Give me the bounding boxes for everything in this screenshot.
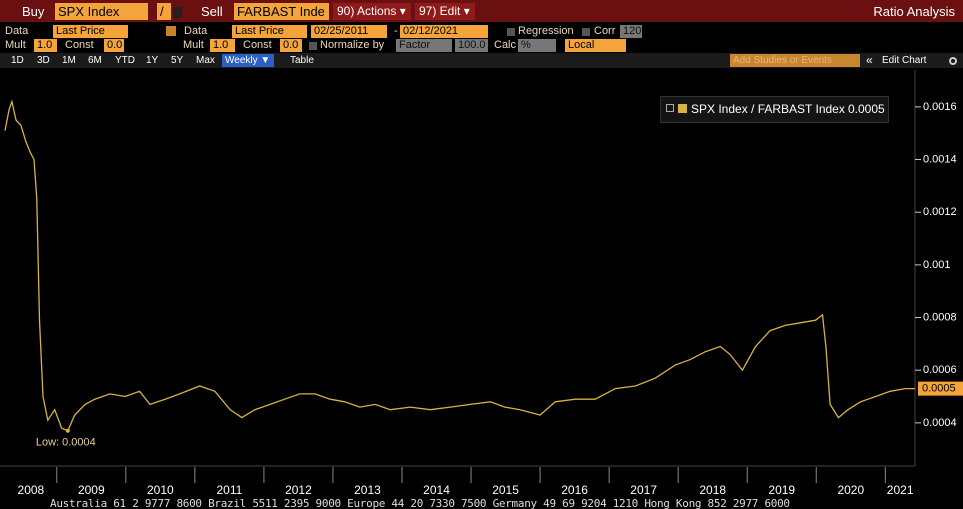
last-value-box: [918, 381, 963, 396]
mult-field[interactable]: 1.0: [34, 39, 57, 52]
x-tick-label: 2011: [216, 483, 242, 497]
x-tick-label: 2019: [768, 483, 795, 497]
operator[interactable]: /: [157, 3, 171, 20]
y-tick-label: 0.0006: [923, 364, 957, 376]
x-tick-label: 2010: [147, 483, 174, 497]
currency[interactable]: Local: [565, 39, 626, 52]
x-tick-label: 2015: [492, 483, 519, 497]
screen-title: Ratio Analysis: [873, 4, 955, 19]
corr-label: Corr: [594, 25, 616, 37]
y-tick-label: 0.001: [923, 259, 951, 271]
y-tick-label: 0.0014: [923, 153, 957, 165]
y-tick-label: 0.0016: [923, 101, 957, 113]
collapse-button[interactable]: «: [866, 53, 873, 67]
period-button[interactable]: 1D: [11, 55, 24, 66]
checkbox[interactable]: [582, 28, 590, 36]
x-tick-label: 2014: [423, 483, 450, 497]
settings-icon[interactable]: [949, 57, 957, 65]
y-tick-label: 0.0008: [923, 311, 957, 323]
series-line: [4, 99, 915, 432]
footer: Australia 61 2 9777 8600 Brazil 5511 239…: [50, 497, 790, 509]
period-button[interactable]: 3D: [37, 55, 50, 66]
period-button[interactable]: 1Y: [146, 55, 159, 66]
legend-value: 0.0005: [848, 102, 885, 116]
normalize-label: Normalize by: [320, 39, 385, 51]
operator-dropdown[interactable]: [173, 7, 182, 18]
low-annotation: Low: 0.0004: [36, 437, 96, 449]
data-field[interactable]: Last Price: [53, 25, 128, 38]
period-button[interactable]: YTD: [115, 55, 135, 66]
table-button[interactable]: Table: [290, 55, 314, 66]
legend-swatch: [678, 104, 687, 113]
legend-expand[interactable]: [666, 104, 674, 112]
sell-label: Sell: [201, 4, 223, 19]
calc-label: Calc: [494, 39, 517, 51]
low-marker: [65, 428, 70, 433]
start-date[interactable]: 02/25/2011: [311, 25, 387, 38]
sell-security[interactable]: FARBAST Inde: [234, 3, 329, 20]
last-value-label: 0.0005: [922, 383, 956, 395]
corr-window[interactable]: 120: [620, 25, 642, 38]
period-button[interactable]: 1M: [62, 55, 76, 66]
period-button[interactable]: Max: [196, 55, 215, 66]
legend-label: SPX Index / FARBAST Index: [691, 102, 845, 116]
checkbox[interactable]: [507, 28, 515, 36]
regression-label: Regression: [518, 25, 574, 37]
x-tick-label: 2009: [78, 483, 105, 497]
x-tick-label: 2016: [561, 483, 588, 497]
mult-field[interactable]: 1.0: [210, 39, 235, 52]
x-tick-label: 2021: [887, 483, 914, 497]
const-field[interactable]: 0.0: [280, 39, 302, 52]
edit-menu[interactable]: 97) Edit ▾: [415, 3, 475, 20]
buy-security[interactable]: SPX Index: [55, 3, 148, 20]
const-label: Const: [65, 39, 94, 51]
const-label: Const: [243, 39, 272, 51]
end-date[interactable]: 02/12/2021: [400, 25, 488, 38]
x-tick-label: 2008: [18, 483, 45, 497]
data-label: Data: [5, 25, 29, 37]
swap-icon[interactable]: [166, 26, 176, 36]
normalize-mode[interactable]: Factor: [396, 39, 452, 52]
data-label: Data: [184, 25, 208, 37]
period-button[interactable]: 6M: [88, 55, 102, 66]
frequency-button[interactable]: Weekly ▼: [222, 54, 274, 67]
edit-chart-button[interactable]: Edit Chart: [882, 55, 927, 66]
calc-mode[interactable]: %: [518, 39, 556, 52]
normalize-value[interactable]: 100.0: [455, 39, 488, 52]
x-tick-label: 2012: [285, 483, 312, 497]
y-tick-label: 0.0012: [923, 206, 957, 218]
buy-label: Buy: [22, 4, 45, 19]
mult-label: Mult: [5, 39, 26, 51]
data-field[interactable]: Last Price: [232, 25, 307, 38]
x-tick-label: 2020: [837, 483, 864, 497]
checkbox[interactable]: [309, 42, 317, 50]
x-tick-label: 2017: [630, 483, 657, 497]
mult-label: Mult: [183, 39, 204, 51]
y-tick-label: 0.0004: [923, 417, 957, 429]
studies-input[interactable]: Add Studies or Events: [730, 54, 860, 67]
x-tick-label: 2018: [699, 483, 726, 497]
const-field[interactable]: 0.0: [104, 39, 124, 52]
date-separator: -: [394, 25, 398, 37]
legend: SPX Index / FARBAST Index 0.0005: [660, 96, 889, 123]
period-button[interactable]: 5Y: [171, 55, 184, 66]
x-tick-label: 2013: [354, 483, 381, 497]
actions-menu[interactable]: 90) Actions ▾: [333, 3, 411, 20]
